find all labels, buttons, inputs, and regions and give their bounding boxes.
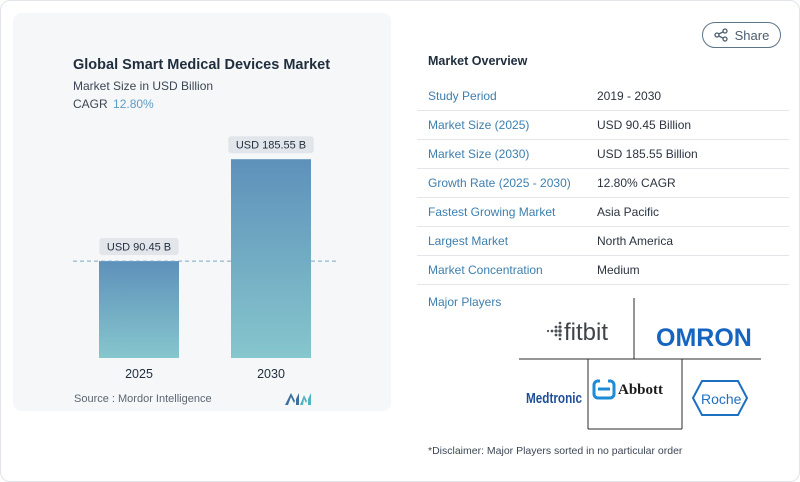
chart-card: Global Smart Medical Devices Market Mark… (13, 13, 391, 411)
cagr-label: CAGR (73, 97, 108, 111)
major-players-label: Major Players (428, 295, 502, 309)
chart-title: Global Smart Medical Devices Market (73, 57, 331, 73)
overview-key: Growth Rate (2025 - 2030) (428, 176, 571, 190)
fitbit-wordmark: fitbit (564, 319, 608, 346)
x-tick-label: 2025 (125, 367, 153, 381)
overview-value: Asia Pacific (597, 205, 660, 219)
bar-chart: USD 90.45 B 2025 USD 185.55 B 2030 (73, 136, 339, 381)
roche-wordmark: Roche (701, 391, 742, 407)
medtronic-wordmark: Medtronic (526, 390, 582, 407)
overview-row-growth-rate: Growth Rate (2025 - 2030) 12.80% CAGR (417, 169, 789, 198)
overview-value: 12.80% CAGR (597, 176, 676, 190)
share-label: Share (734, 27, 770, 43)
data-label-bg (228, 136, 314, 154)
overview-key: Fastest Growing Market (428, 205, 556, 219)
data-label: USD 90.45 B (107, 242, 171, 254)
overview-value: 2019 - 2030 (597, 89, 662, 103)
overview-key: Largest Market (428, 234, 509, 248)
overview-key: Market Size (2025) (428, 118, 530, 132)
medtronic-logo: Medtronic (526, 390, 582, 407)
overview-row-fastest-growing: Fastest Growing Market Asia Pacific (417, 198, 789, 227)
overview-title: Market Overview (428, 54, 528, 68)
abbott-wordmark: Abbott (618, 382, 663, 398)
overview-key: Market Concentration (428, 263, 543, 277)
omron-logo: OMRON (656, 324, 752, 352)
overview-row-largest-market: Largest Market North America (417, 227, 789, 256)
cagr-text: CAGR 12.80% (73, 97, 154, 111)
omron-wordmark: OMRON (656, 324, 752, 352)
overview-row-market-size-2025: Market Size (2025) USD 90.45 Billion (417, 111, 789, 140)
roche-logo: Roche (691, 380, 749, 416)
source-note: Source : Mordor Intelligence (74, 393, 212, 405)
share-button[interactable]: Share (702, 22, 781, 48)
overview-value: USD 90.45 Billion (597, 118, 692, 132)
overview-row-concentration: Market Concentration Medium (417, 256, 789, 285)
overview-row-study-period: Study Period 2019 - 2030 (417, 82, 789, 111)
overview-value: USD 185.55 Billion (597, 147, 698, 161)
data-label: USD 185.55 B (236, 140, 306, 152)
overview-key: Study Period (428, 89, 497, 103)
data-label-bg (99, 238, 179, 256)
mordor-intelligence-logo (285, 393, 311, 405)
chart-subtitle: Market Size in USD Billion (73, 79, 214, 93)
cagr-value: 12.80% (113, 97, 154, 111)
disclaimer-note: *Disclaimer: Major Players sorted in no … (428, 445, 683, 457)
bar-2025 (99, 261, 179, 358)
overview-value: North America (597, 234, 674, 248)
abbott-logo: Abbott (592, 377, 663, 400)
overview-key: Market Size (2030) (428, 147, 530, 161)
overview-row-market-size-2030: Market Size (2030) USD 185.55 Billion (417, 140, 789, 169)
fitbit-logo: fitbit (546, 319, 608, 346)
overview-table: Study Period 2019 - 2030 Market Size (202… (417, 82, 789, 285)
overview-value: Medium (597, 263, 640, 277)
x-tick-label: 2030 (257, 367, 285, 381)
share-icon (713, 28, 728, 42)
bar-2030 (231, 159, 311, 358)
